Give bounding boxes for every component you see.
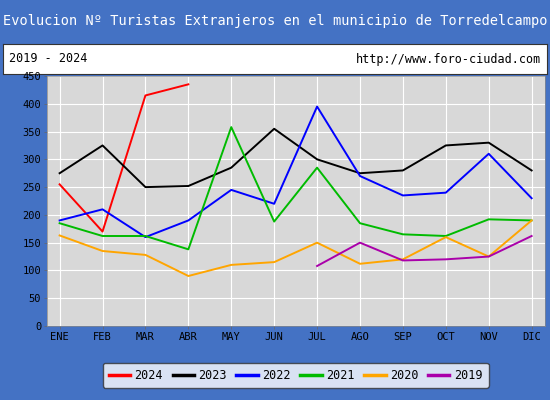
2021 — [271, 219, 277, 224]
2020 — [314, 240, 321, 245]
2023 — [56, 171, 63, 176]
2022 — [400, 193, 406, 198]
2020 — [185, 274, 191, 278]
2024 — [185, 82, 191, 87]
2021 — [314, 165, 321, 170]
2024 — [99, 229, 106, 234]
2023 — [529, 168, 535, 173]
2020 — [228, 262, 234, 267]
Text: 2019 - 2024: 2019 - 2024 — [9, 52, 87, 66]
2022 — [142, 235, 148, 240]
2019 — [486, 254, 492, 259]
2020 — [271, 260, 277, 264]
2022 — [228, 188, 234, 192]
Line: 2023: 2023 — [59, 129, 532, 187]
Line: 2020: 2020 — [59, 220, 532, 276]
2022 — [314, 104, 321, 109]
2020 — [99, 248, 106, 254]
2020 — [400, 257, 406, 262]
2023 — [99, 143, 106, 148]
Line: 2019: 2019 — [317, 236, 532, 266]
2021 — [486, 217, 492, 222]
2023 — [443, 143, 449, 148]
2022 — [357, 174, 364, 178]
2019 — [400, 258, 406, 263]
2021 — [529, 218, 535, 223]
2021 — [185, 247, 191, 252]
2021 — [357, 221, 364, 226]
2024 — [56, 182, 63, 187]
2023 — [357, 171, 364, 176]
2019 — [314, 264, 321, 268]
2023 — [228, 165, 234, 170]
2021 — [56, 221, 63, 226]
2019 — [357, 240, 364, 245]
2021 — [443, 234, 449, 238]
2023 — [271, 126, 277, 131]
2020 — [486, 254, 492, 259]
2024 — [142, 93, 148, 98]
Line: 2022: 2022 — [59, 106, 532, 237]
2020 — [142, 252, 148, 257]
2022 — [271, 201, 277, 206]
2022 — [99, 207, 106, 212]
2021 — [142, 234, 148, 238]
2022 — [185, 218, 191, 223]
2020 — [443, 235, 449, 240]
2019 — [443, 257, 449, 262]
2023 — [314, 157, 321, 162]
2020 — [56, 233, 63, 238]
2023 — [185, 184, 191, 188]
Text: Evolucion Nº Turistas Extranjeros en el municipio de Torredelcampo: Evolucion Nº Turistas Extranjeros en el … — [3, 14, 547, 28]
Line: 2024: 2024 — [59, 84, 188, 232]
2020 — [357, 261, 364, 266]
Line: 2021: 2021 — [59, 127, 532, 249]
2022 — [529, 196, 535, 201]
2023 — [400, 168, 406, 173]
2023 — [142, 185, 148, 190]
2023 — [486, 140, 492, 145]
2021 — [99, 234, 106, 238]
2022 — [56, 218, 63, 223]
Text: http://www.foro-ciudad.com: http://www.foro-ciudad.com — [355, 52, 541, 66]
2019 — [529, 234, 535, 238]
2022 — [443, 190, 449, 195]
2021 — [400, 232, 406, 237]
2020 — [529, 218, 535, 223]
Legend: 2024, 2023, 2022, 2021, 2020, 2019: 2024, 2023, 2022, 2021, 2020, 2019 — [103, 363, 488, 388]
2022 — [486, 151, 492, 156]
2021 — [228, 125, 234, 130]
